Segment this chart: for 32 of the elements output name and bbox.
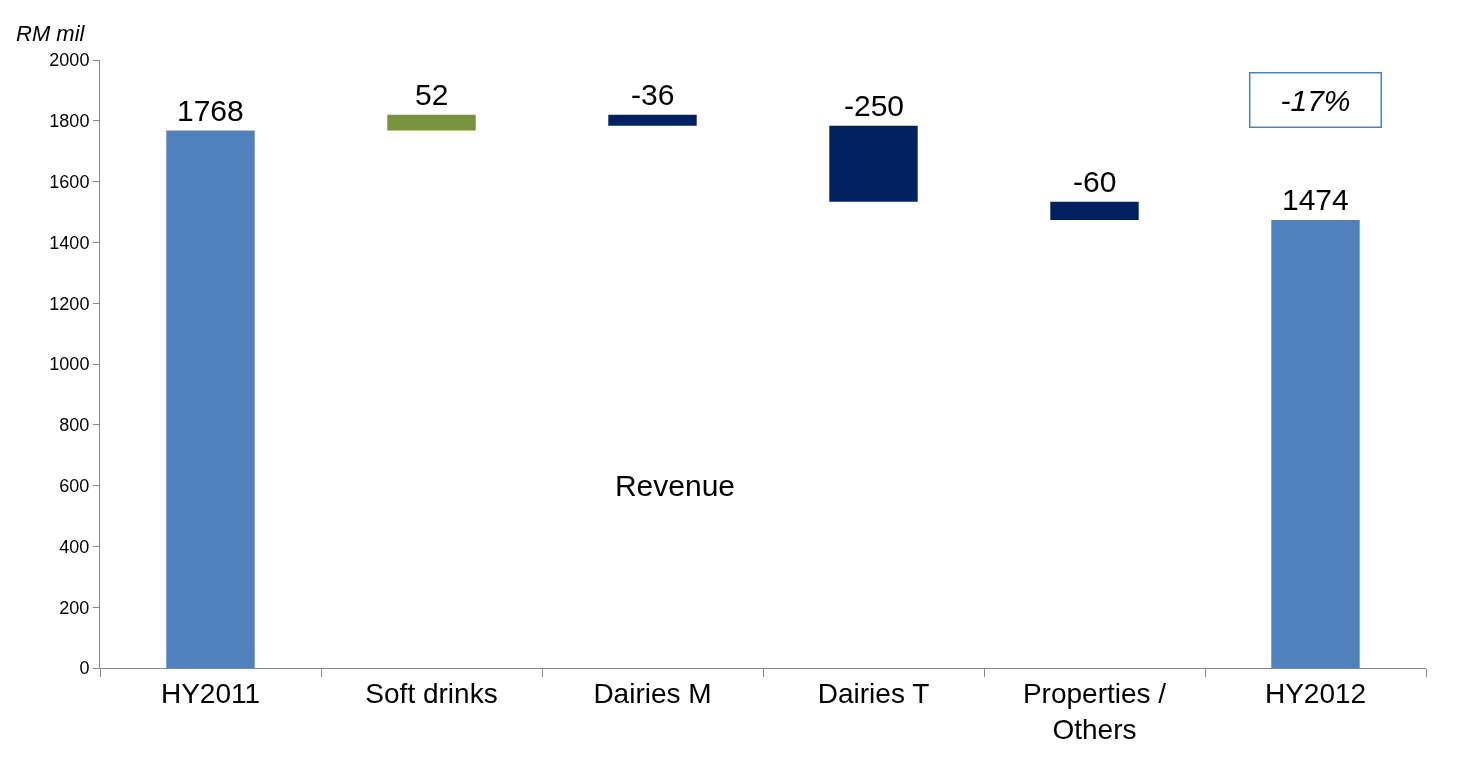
y-tick-label: 1200 [49, 293, 90, 314]
bar [608, 114, 697, 126]
annotation: -17% [1280, 83, 1351, 117]
y-tick-label: 200 [59, 597, 90, 618]
y-tick-label: 600 [59, 475, 90, 496]
x-tick-label: Soft drinks [365, 677, 498, 709]
x-tick-label: Dairies T [817, 677, 930, 709]
bar [1271, 219, 1360, 668]
x-tick-label: HY2011 [160, 677, 261, 709]
bar [387, 114, 476, 131]
y-tick-label: 1800 [49, 111, 90, 132]
data-label: -36 [631, 78, 675, 111]
x-tick-label: Properties / Others [1022, 677, 1167, 745]
data-label: 1768 [177, 94, 244, 127]
bar [829, 125, 918, 202]
y-axis-title: RM mil [16, 21, 86, 46]
y-tick-label: 800 [59, 415, 90, 436]
annotation: Revenue [614, 469, 736, 502]
y-tick-label: 0 [79, 658, 90, 679]
y-tick-label: 1000 [49, 354, 90, 375]
y-tick-label: 1600 [49, 171, 90, 192]
data-label: 1474 [1282, 183, 1349, 216]
y-tick-label: 1400 [49, 232, 90, 253]
y-tick-label: 2000 [49, 50, 90, 71]
data-label: 52 [415, 78, 449, 111]
bar [1050, 201, 1139, 220]
y-tick-label: 400 [59, 536, 90, 557]
x-tick-label: Dairies M [593, 677, 712, 709]
data-label: -60 [1073, 165, 1117, 198]
x-tick-label: HY2012 [1264, 677, 1367, 709]
bar [166, 130, 255, 668]
data-label: -250 [844, 89, 905, 122]
